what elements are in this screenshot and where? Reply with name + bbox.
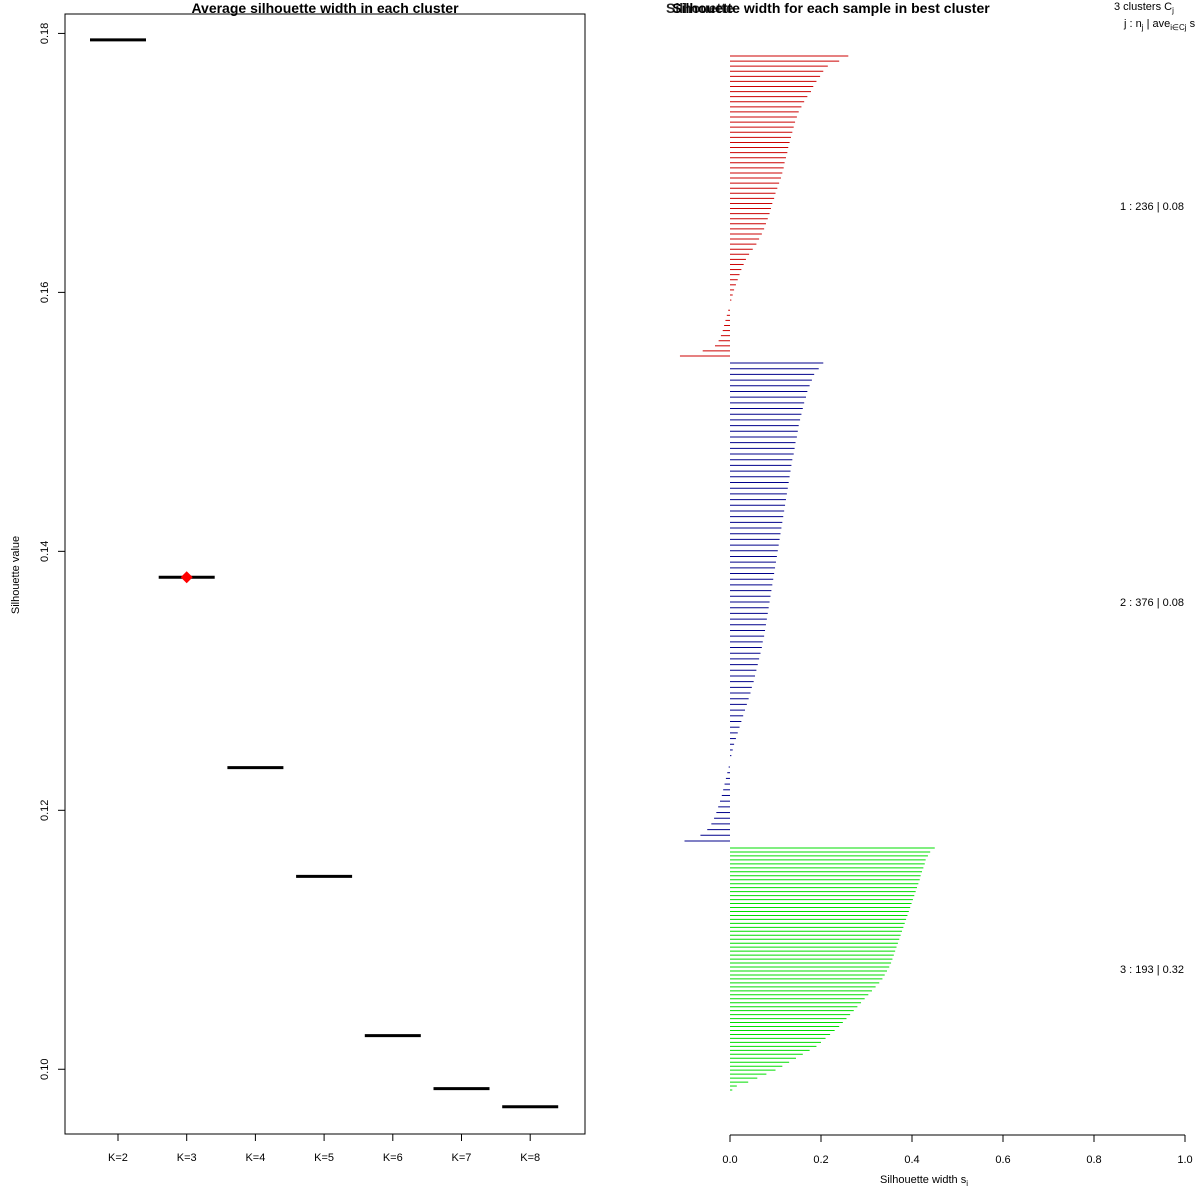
- right-x-tick-label: 0.0: [722, 1154, 737, 1166]
- silhouette-legend-header: 3 clusters Cj j : nj | avei∈Cj s: [1114, 1, 1196, 32]
- right-overlay-title: Silhouette: [666, 0, 734, 16]
- left-y-tick-label: 0.10: [39, 1059, 51, 1080]
- right-x-tick-label: 1.0: [1177, 1154, 1192, 1166]
- left-y-tick-label: 0.16: [39, 282, 51, 303]
- right-x-axis: 0.0 0.2 0.4 0.6 0.8 1.0: [722, 1134, 1193, 1166]
- silhouette-bars: [679, 55, 935, 1091]
- left-y-tick-label: 0.12: [39, 800, 51, 821]
- left-y-tick-label: 0.14: [39, 541, 51, 562]
- right-x-tick-label: 0.2: [813, 1154, 828, 1166]
- left-plot-frame: [64, 13, 586, 1135]
- left-y-axis: 0.10 0.12 0.14 0.16 0.18: [39, 23, 65, 1080]
- right-x-axis-title-subscript: i: [966, 1179, 968, 1188]
- cluster-labels: 1 : 236 | 0.08 2 : 376 | 0.08 3 : 193 | 0.…: [1120, 201, 1184, 976]
- left-x-tick-label: K=6: [383, 1152, 403, 1164]
- left-x-tick-label: K=3: [177, 1152, 197, 1164]
- right-x-axis-title: Silhouette width si: [880, 1174, 968, 1188]
- left-x-tick-label: K=8: [520, 1152, 540, 1164]
- left-x-axis: K=2 K=3 K=4 K=5 K=6 K=7 K=8: [108, 1134, 540, 1164]
- left-x-tick-label: K=5: [314, 1152, 334, 1164]
- legend-header-line2-mid-subscript: i∈Cj: [1170, 23, 1187, 32]
- right-chart-title: Silhouette width for each sample in best…: [672, 0, 990, 16]
- left-y-axis-title: Silhouette value: [10, 536, 22, 614]
- left-marks: [90, 38, 559, 1109]
- right-x-tick-label: 0.6: [995, 1154, 1010, 1166]
- legend-header-line1-subscript: j: [1171, 6, 1174, 15]
- right-x-tick-label: 0.4: [904, 1154, 919, 1166]
- cluster-label-2: 2 : 376 | 0.08: [1120, 597, 1184, 609]
- left-chart-title: Average silhouette width in each cluster: [191, 0, 459, 16]
- left-panel: Average silhouette width in each cluster…: [10, 0, 586, 1164]
- legend-header-line2-subscript: j: [1141, 23, 1144, 32]
- right-x-tick-label: 0.8: [1086, 1154, 1101, 1166]
- legend-header-line1: 3 clusters Cj: [1114, 1, 1174, 15]
- left-x-tick-label: K=4: [245, 1152, 265, 1164]
- left-x-tick-label: K=7: [452, 1152, 472, 1164]
- right-panel: Silhouette Silhouette width for each sam…: [666, 0, 1196, 1188]
- cluster-label-3: 3 : 193 | 0.32: [1120, 964, 1184, 976]
- best-k-marker: [180, 571, 193, 584]
- left-x-tick-label: K=2: [108, 1152, 128, 1164]
- left-y-tick-label: 0.18: [39, 23, 51, 44]
- legend-header-line2: j : nj | avei∈Cj s: [1123, 18, 1196, 32]
- cluster-label-1: 1 : 236 | 0.08: [1120, 201, 1184, 213]
